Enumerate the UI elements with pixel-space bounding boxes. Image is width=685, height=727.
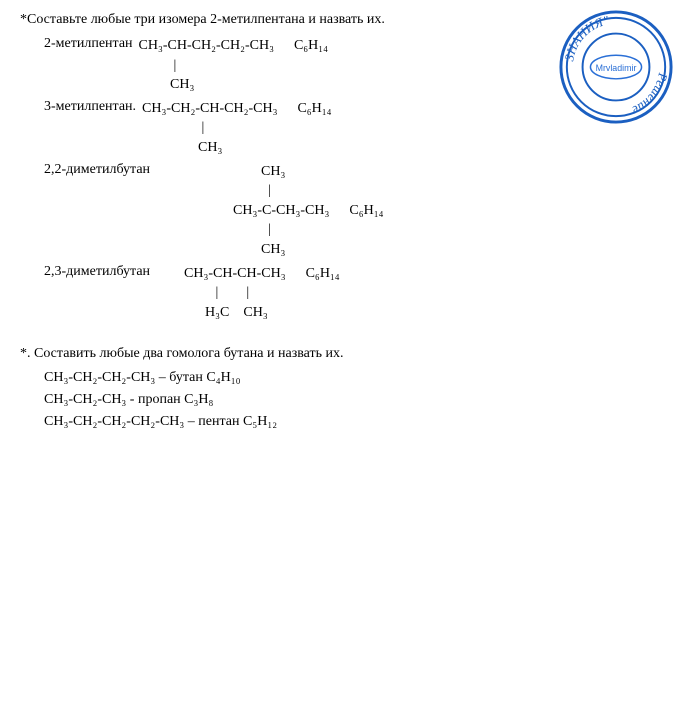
formula-line: | <box>142 118 332 138</box>
stamp-inner-text: Mrvladimir <box>596 63 637 73</box>
formula-line: H₃C CH₃ <box>156 303 340 323</box>
homolog-row: CH₃-CH₂-CH₃ - пропан C₃H₈ <box>44 392 665 408</box>
isomer-name: 3-метилпентан. <box>44 99 136 115</box>
isomer-formula: CH₃-CH-CH-CH₃C₆H₁₄ | | H₃C CH₃ <box>156 264 340 323</box>
isomer-name: 2,2-диметилбутан <box>44 162 150 178</box>
isomer-name: 2,3-диметилбутан <box>44 264 150 280</box>
molecular-formula: C₆H₁₄ <box>297 99 331 119</box>
isomer-formula: CH₃-CH₂-CH-CH₂-CH₃C₆H₁₄ | CH₃ <box>142 99 332 158</box>
isomer-entry: 2,3-диметилбутан CH₃-CH-CH-CH₃C₆H₁₄ | | … <box>44 264 665 323</box>
formula-line: CH₃-CH-CH₂-CH₂-CH₃C₆H₁₄ <box>139 36 329 56</box>
formula-line: CH₃-CH₂-CH-CH₂-CH₃C₆H₁₄ <box>142 99 332 119</box>
formula-line: CH₃ <box>142 138 332 158</box>
formula-line: CH₃ <box>139 75 329 95</box>
homolog-row: CH₃-CH₂-CH₂-CH₃ – бутан C₄H₁₀ <box>44 370 665 386</box>
task2-title: *. Составить любые два гомолога бутана и… <box>20 346 665 362</box>
isomer-formula: CH₃-CH-CH₂-CH₂-CH₃C₆H₁₄ | CH₃ <box>139 36 329 95</box>
homolog-row: CH₃-CH₂-CH₂-CH₂-CH₃ – пентан C₅H₁₂ <box>44 414 665 430</box>
isomer-name: 2-метилпентан <box>44 36 133 52</box>
formula-line: | | <box>156 283 340 303</box>
formula-line: CH₃-CH-CH-CH₃C₆H₁₄ <box>156 264 340 284</box>
formula-line: | <box>156 220 383 240</box>
formula-line: CH₃-C-CH₃-CH₃C₆H₁₄ <box>156 201 383 221</box>
formula-line: CH₃ <box>156 240 383 260</box>
molecular-formula: C₆H₁₄ <box>294 36 328 56</box>
isomer-entry: 2,2-диметилбутан CH₃ | CH₃-C-CH₃-CH₃C₆H₁… <box>44 162 665 260</box>
formula-line: CH₃ <box>156 162 383 182</box>
molecular-formula: C₆H₁₄ <box>349 201 383 221</box>
formula-line: | <box>156 181 383 201</box>
stamp-seal: ЗНАНИЯ" Решение Mrvladimir <box>557 8 675 126</box>
formula-line: | <box>139 56 329 76</box>
isomer-formula: CH₃ | CH₃-C-CH₃-CH₃C₆H₁₄ | CH₃ <box>156 162 383 260</box>
molecular-formula: C₆H₁₄ <box>306 264 340 284</box>
